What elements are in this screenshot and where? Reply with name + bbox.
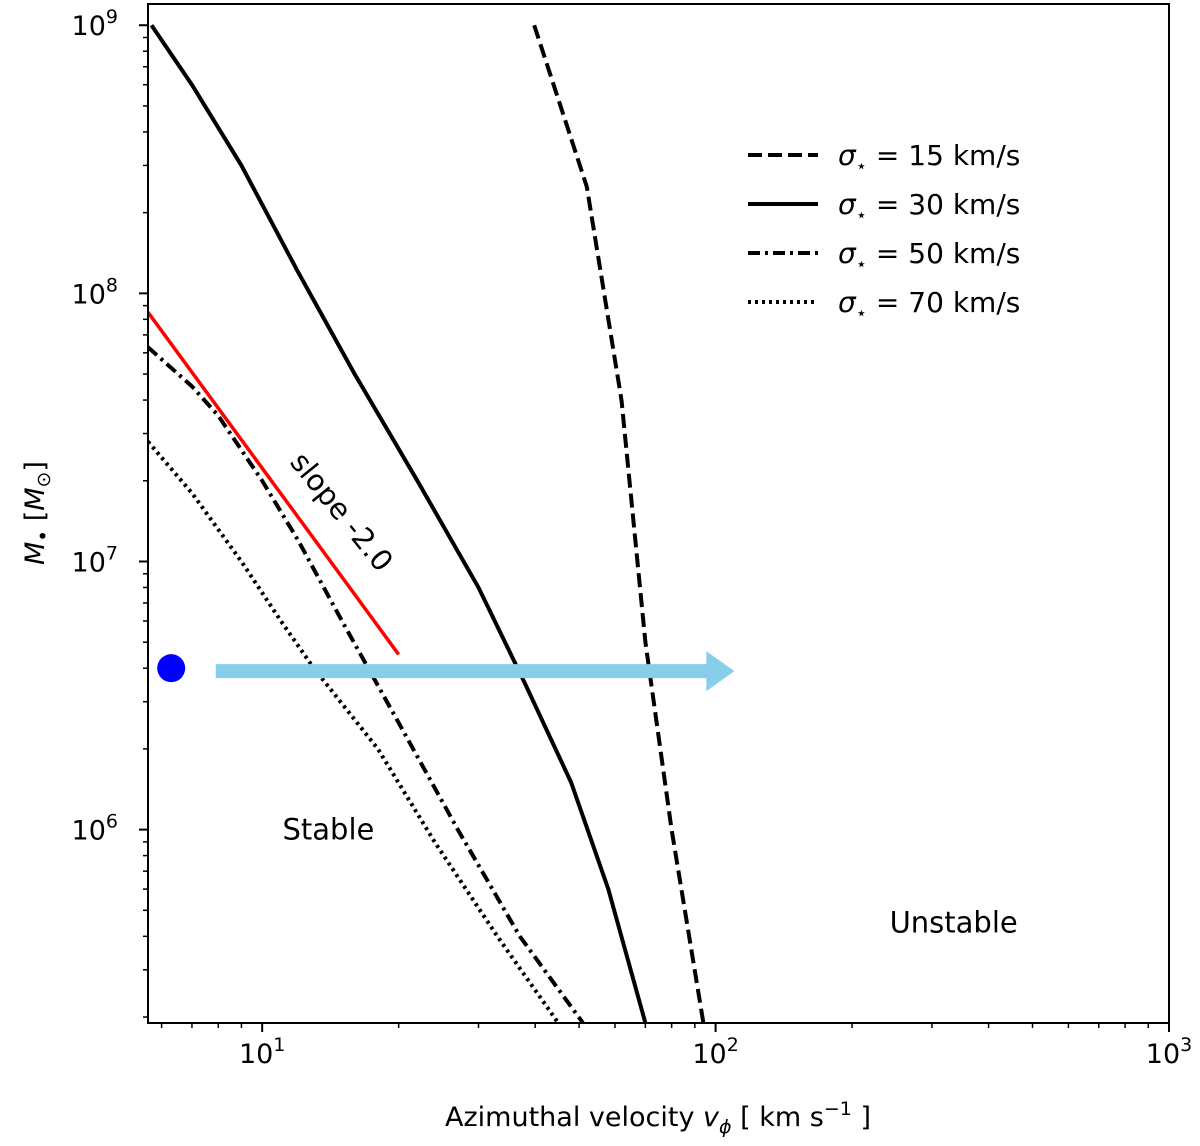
- legend-entry-1: σ⋆ = 15 km/s: [838, 139, 1020, 177]
- series-line-1: [532, 24, 706, 1023]
- slope-annotation: slope -2.0: [284, 445, 400, 578]
- black-hole-marker: [157, 654, 186, 683]
- legend-entry-4: σ⋆ = 70 km/s: [838, 286, 1020, 324]
- y-axis-label: M• [M⊙]: [20, 461, 55, 565]
- plot-area: [148, 24, 735, 1023]
- x-tick-label: 103: [1146, 1034, 1192, 1070]
- axis-ticks: 101 102 103 106 107 108 109: [72, 6, 1193, 1070]
- series-line-3: [148, 345, 585, 1023]
- y-tick-label: 107: [72, 542, 118, 578]
- x-tick-label: 101: [239, 1034, 285, 1070]
- series-line-2: [149, 24, 648, 1023]
- x-tick-label: 102: [692, 1034, 738, 1070]
- unstable-region-label: Unstable: [890, 906, 1018, 940]
- plot-layer: [148, 24, 735, 1023]
- y-tick-label: 106: [72, 811, 118, 847]
- y-tick-label: 109: [72, 6, 118, 42]
- x-axis-label: Azimuthal velocity vϕ [ km s−1 ]: [445, 1098, 871, 1138]
- velocity-arrow-head: [706, 651, 735, 692]
- legend-entry-3: σ⋆ = 50 km/s: [838, 237, 1020, 275]
- stable-region-label: Stable: [283, 813, 375, 847]
- legend: σ⋆ = 15 km/s σ⋆ = 30 km/s σ⋆ = 50 km/s σ⋆ =…: [748, 139, 1020, 324]
- legend-entry-2: σ⋆ = 30 km/s: [838, 188, 1020, 226]
- slope-reference-line: [148, 311, 401, 656]
- axes-frame: [147, 3, 1170, 1024]
- y-tick-label: 108: [72, 274, 118, 310]
